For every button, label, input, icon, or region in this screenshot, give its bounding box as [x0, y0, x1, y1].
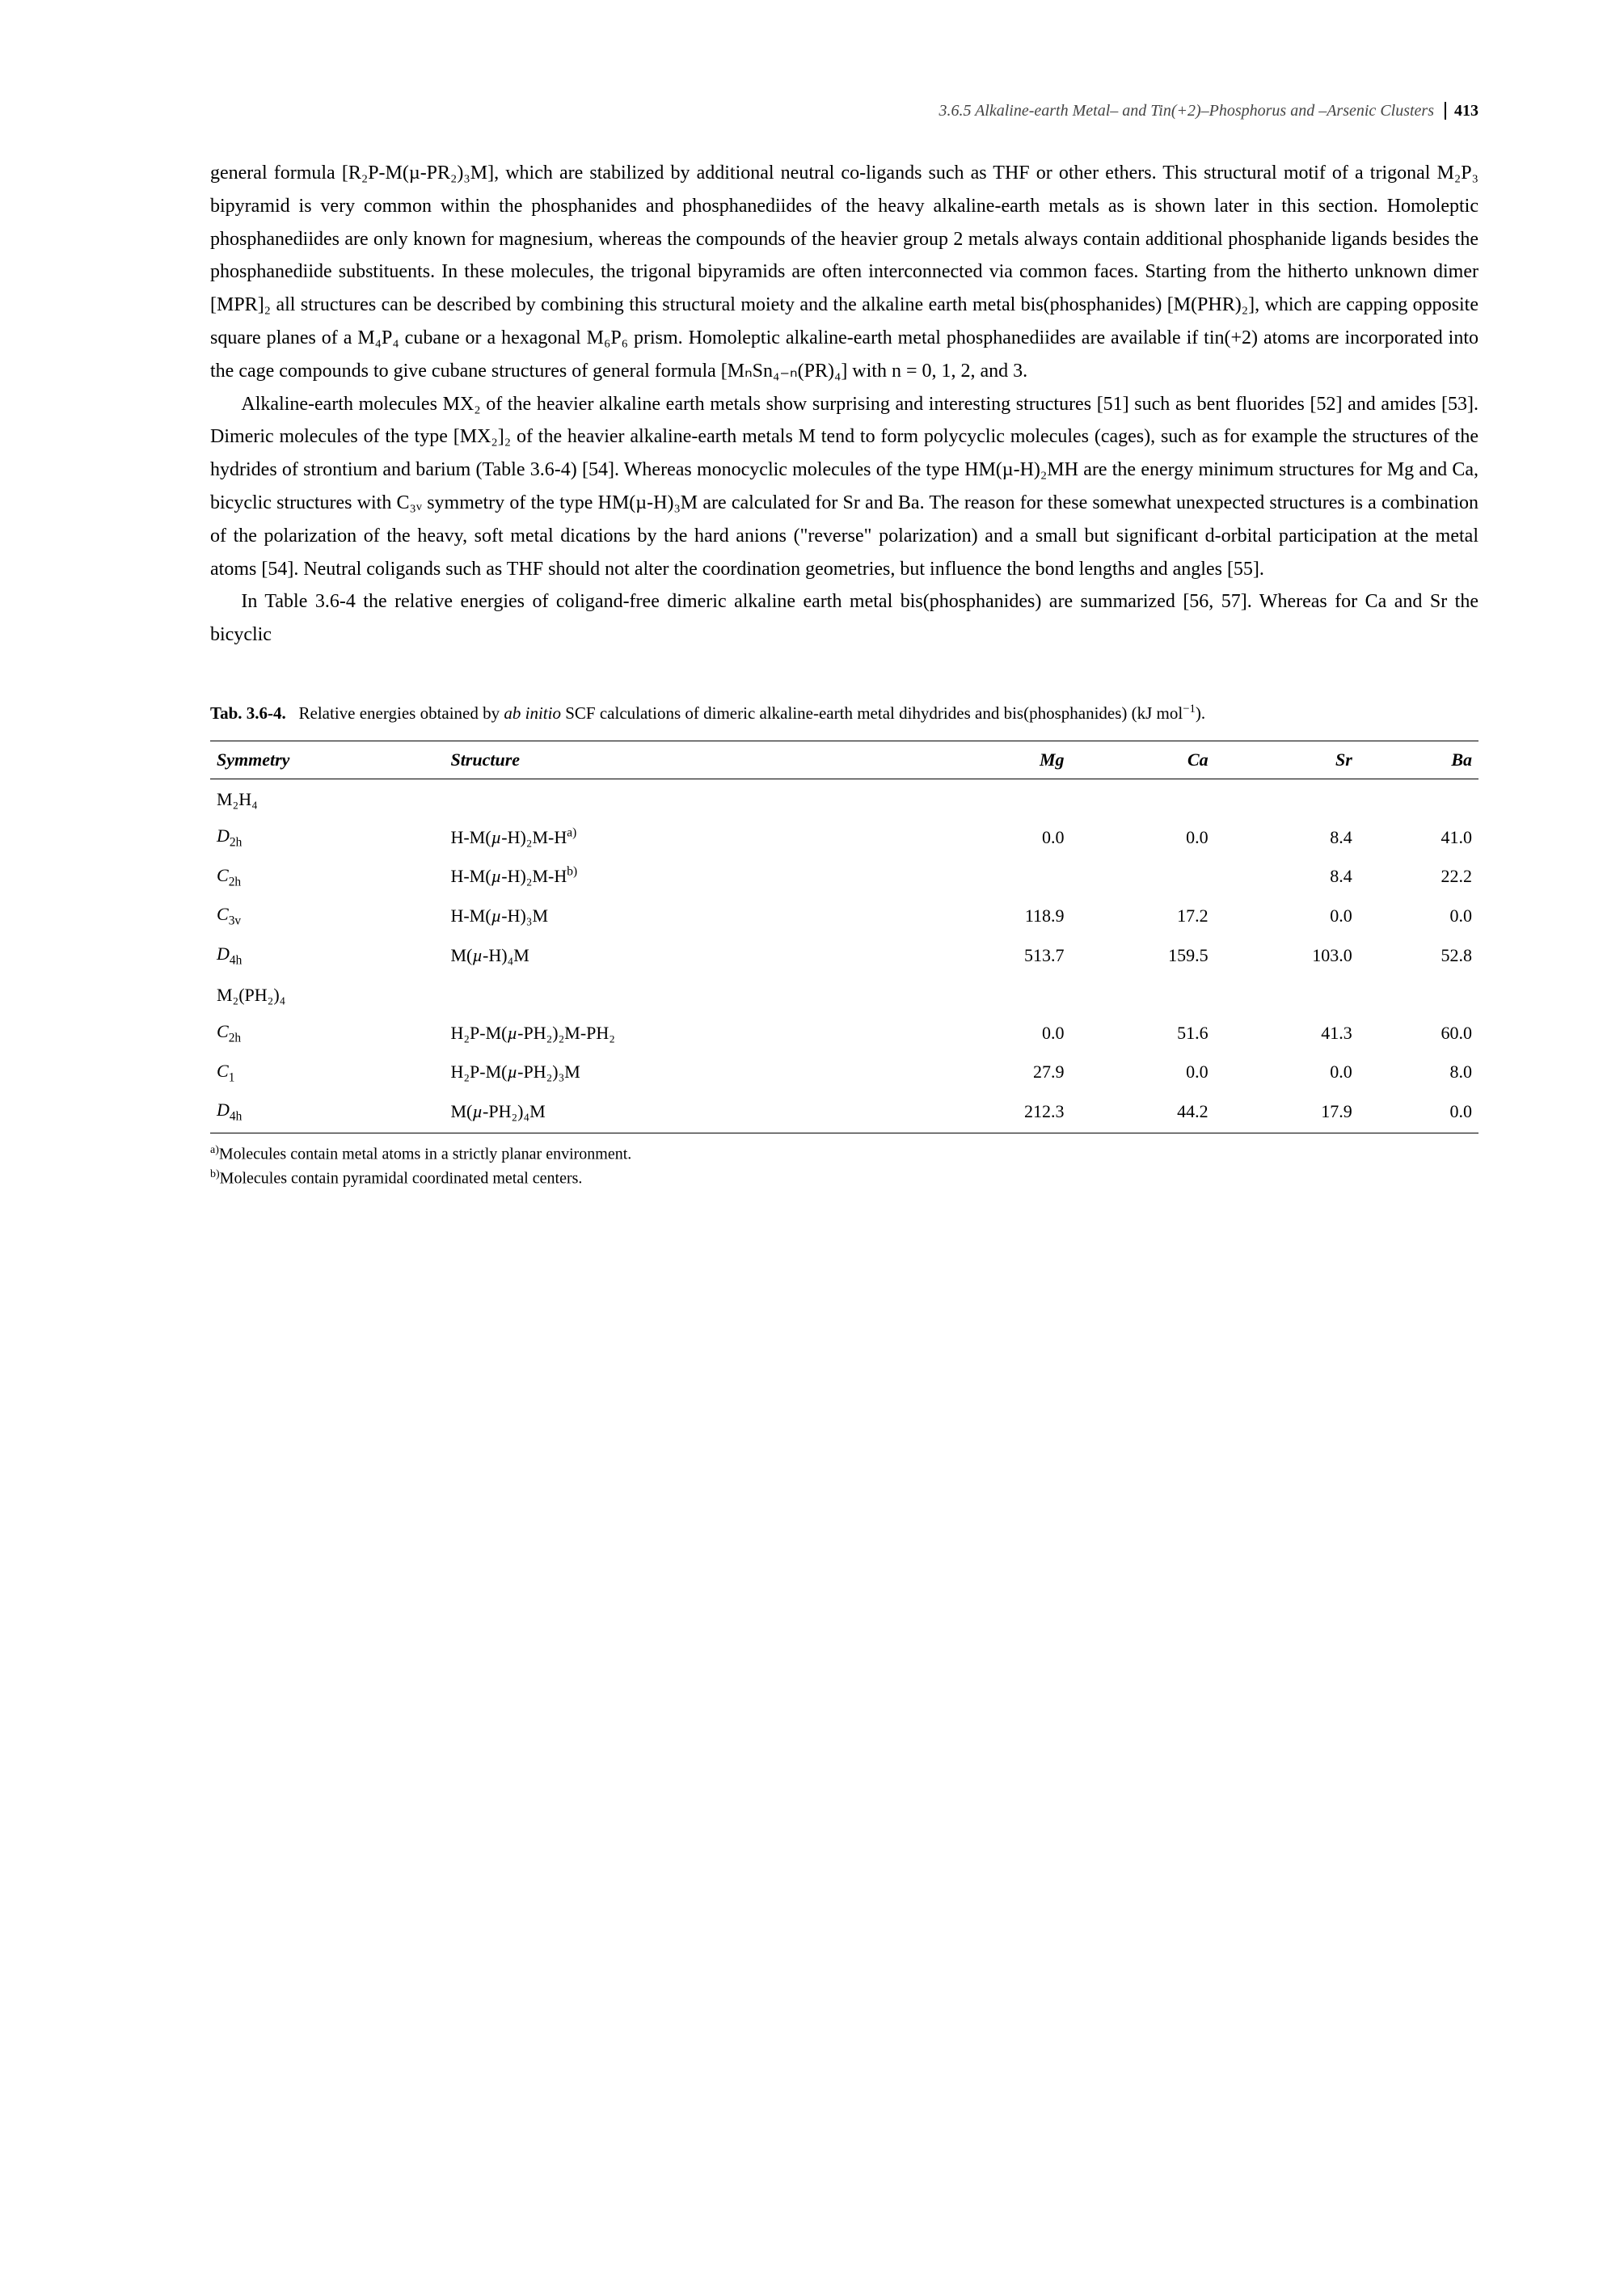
table-cell: 17.9: [1215, 1091, 1359, 1133]
col-mg: Mg: [926, 741, 1070, 779]
footnote-a: a)Molecules contain metal atoms in a str…: [210, 1142, 1478, 1167]
running-header: 3.6.5 Alkaline-earth Metal– and Tin(+2)–…: [210, 97, 1478, 125]
table-cell: M(µ-H)₄M: [444, 935, 926, 975]
table-row: C1H₂P-M(µ-PH₂)₃M27.90.00.08.0: [210, 1053, 1478, 1092]
table-cell: 103.0: [1215, 935, 1359, 975]
body-paragraph-3: In Table 3.6-4 the relative energies of …: [210, 585, 1478, 652]
table-cell: 52.8: [1359, 935, 1478, 975]
table-header-row: Symmetry Structure Mg Ca Sr Ba: [210, 741, 1478, 779]
table-cell: 0.0: [1071, 817, 1215, 857]
table-caption: Tab. 3.6-4. Relative energies obtained b…: [210, 700, 1478, 727]
table-cell: 51.6: [1071, 1013, 1215, 1053]
table-cell: 60.0: [1359, 1013, 1478, 1053]
table-cell: C2h: [210, 1013, 444, 1053]
table-cell: 0.0: [1215, 896, 1359, 935]
table-cell: D2h: [210, 817, 444, 857]
table-cell: 8.4: [1215, 857, 1359, 897]
table-row: C3vH-M(µ-H)₃M118.917.20.00.0: [210, 896, 1478, 935]
table-cell: 0.0: [1071, 1053, 1215, 1092]
table-cell: 0.0: [926, 817, 1070, 857]
table-cell: 0.0: [1215, 1053, 1359, 1092]
table-row: C2hH₂P-M(µ-PH₂)₂M-PH₂0.051.641.360.0: [210, 1013, 1478, 1053]
table-cell: M(µ-PH₂)₄M: [444, 1091, 926, 1133]
table-cell: 0.0: [1359, 896, 1478, 935]
table-row: D2hH-M(µ-H)₂M-Ha)0.00.08.441.0: [210, 817, 1478, 857]
table-row: C2hH-M(µ-H)₂M-Hb) 8.422.2: [210, 857, 1478, 897]
table-cell: D4h: [210, 935, 444, 975]
table-caption-text: Relative energies obtained by ab initio …: [299, 703, 1206, 723]
table-cell: D4h: [210, 1091, 444, 1133]
table-cell: C3v: [210, 896, 444, 935]
table-cell: [926, 857, 1070, 897]
table-cell: C1: [210, 1053, 444, 1092]
table-group-label: M₂H₄: [210, 779, 1478, 817]
table-cell: 44.2: [1071, 1091, 1215, 1133]
col-ba: Ba: [1359, 741, 1478, 779]
table-cell: 41.3: [1215, 1013, 1359, 1053]
col-ca: Ca: [1071, 741, 1215, 779]
table-group-label: M₂(PH₂)₄: [210, 975, 1478, 1013]
table-cell: 159.5: [1071, 935, 1215, 975]
table-cell: 17.2: [1071, 896, 1215, 935]
col-symmetry: Symmetry: [210, 741, 444, 779]
table-cell: 0.0: [1359, 1091, 1478, 1133]
table-row: D4hM(µ-PH₂)₄M212.344.217.90.0: [210, 1091, 1478, 1133]
table-cell: 22.2: [1359, 857, 1478, 897]
table-cell: H₂P-M(µ-PH₂)₂M-PH₂: [444, 1013, 926, 1053]
table-cell: C2h: [210, 857, 444, 897]
table-caption-label: Tab. 3.6-4.: [210, 703, 286, 723]
table-cell: 27.9: [926, 1053, 1070, 1092]
col-sr: Sr: [1215, 741, 1359, 779]
table-cell: H-M(µ-H)₂M-Ha): [444, 817, 926, 857]
running-title: 3.6.5 Alkaline-earth Metal– and Tin(+2)–…: [939, 102, 1434, 120]
table-cell: 8.0: [1359, 1053, 1478, 1092]
col-structure: Structure: [444, 741, 926, 779]
table-cell: [1071, 857, 1215, 897]
table-footnotes: a)Molecules contain metal atoms in a str…: [210, 1142, 1478, 1191]
table-cell: 513.7: [926, 935, 1070, 975]
table-group-row: M₂H₄: [210, 779, 1478, 817]
page-number: 413: [1445, 102, 1478, 120]
table-cell: 212.3: [926, 1091, 1070, 1133]
body-paragraph-2: Alkaline-earth molecules MX₂ of the heav…: [210, 388, 1478, 586]
footnote-b: b)Molecules contain pyramidal coordinate…: [210, 1166, 1478, 1191]
table-cell: 8.4: [1215, 817, 1359, 857]
table-group-row: M₂(PH₂)₄: [210, 975, 1478, 1013]
table-cell: H-M(µ-H)₂M-Hb): [444, 857, 926, 897]
energies-table: Symmetry Structure Mg Ca Sr Ba M₂H₄D2hH-…: [210, 741, 1478, 1133]
table-cell: H-M(µ-H)₃M: [444, 896, 926, 935]
table-cell: 118.9: [926, 896, 1070, 935]
table-row: D4hM(µ-H)₄M513.7159.5103.052.8: [210, 935, 1478, 975]
table-cell: 41.0: [1359, 817, 1478, 857]
body-paragraph-1: general formula [R₂P-M(µ-PR₂)₃M], which …: [210, 157, 1478, 388]
table-body: M₂H₄D2hH-M(µ-H)₂M-Ha)0.00.08.441.0C2hH-M…: [210, 779, 1478, 1133]
table-cell: 0.0: [926, 1013, 1070, 1053]
table-cell: H₂P-M(µ-PH₂)₃M: [444, 1053, 926, 1092]
